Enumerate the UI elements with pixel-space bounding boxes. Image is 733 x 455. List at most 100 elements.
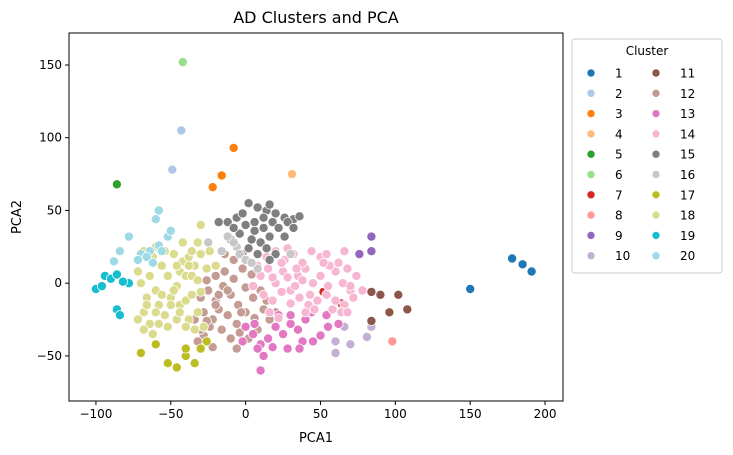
- data-point-cluster-15: [255, 237, 266, 248]
- y-tick-label: 100: [39, 131, 62, 145]
- data-point-cluster-16: [234, 249, 245, 260]
- data-point-cluster-1: [507, 253, 518, 264]
- data-point-cluster-13: [240, 321, 251, 332]
- data-point-cluster-16: [203, 237, 214, 248]
- y-axis-label: PCA2: [10, 200, 25, 234]
- x-tick-label: 0: [242, 407, 250, 421]
- data-point-cluster-12: [216, 324, 227, 335]
- legend-label-cluster-4: 4: [615, 127, 623, 141]
- legend-label-cluster-1: 1: [615, 67, 623, 81]
- data-point-cluster-19: [96, 281, 107, 292]
- data-point-cluster-12: [210, 299, 221, 310]
- legend-marker-cluster-11: [651, 68, 661, 78]
- data-point-cluster-13: [315, 330, 326, 341]
- data-point-cluster-18: [192, 307, 203, 318]
- data-point-cluster-15: [294, 211, 305, 222]
- data-point-cluster-14: [273, 313, 284, 324]
- x-tick-label: 200: [534, 407, 557, 421]
- data-point-cluster-14: [263, 263, 274, 274]
- chart-title: AD Clusters and PCA: [233, 8, 399, 27]
- data-point-cluster-18: [159, 310, 170, 321]
- data-point-cluster-14: [318, 257, 329, 268]
- legend-label-cluster-16: 16: [680, 168, 695, 182]
- y-tick-label: 0: [54, 276, 62, 290]
- data-point-cluster-13: [282, 343, 293, 354]
- data-point-cluster-12: [237, 263, 248, 274]
- data-point-cluster-18: [168, 249, 179, 260]
- data-point-cluster-4: [286, 169, 297, 180]
- data-point-cluster-11: [375, 289, 386, 300]
- data-point-cluster-14: [304, 289, 315, 300]
- data-point-cluster-12: [228, 254, 239, 265]
- data-point-cluster-13: [333, 318, 344, 329]
- data-point-cluster-17: [150, 339, 161, 350]
- data-point-cluster-18: [186, 246, 197, 257]
- data-point-cluster-15: [270, 208, 281, 219]
- legend-marker-cluster-14: [651, 129, 661, 139]
- data-point-cluster-14: [321, 289, 332, 300]
- data-point-cluster-18: [156, 260, 167, 271]
- data-point-cluster-18: [195, 249, 206, 260]
- data-point-cluster-18: [153, 318, 164, 329]
- data-point-cluster-18: [135, 278, 146, 289]
- data-point-cluster-20: [150, 214, 161, 225]
- data-point-cluster-13: [249, 318, 260, 329]
- data-point-cluster-14: [327, 304, 338, 315]
- data-point-cluster-14: [309, 304, 320, 315]
- data-point-cluster-19: [117, 276, 128, 287]
- data-point-cluster-16: [228, 237, 239, 248]
- data-point-cluster-14: [285, 298, 296, 309]
- data-point-cluster-15: [237, 208, 248, 219]
- legend-marker-cluster-13: [651, 109, 661, 118]
- data-point-cluster-15: [243, 198, 254, 209]
- data-point-cluster-18: [189, 324, 200, 335]
- legend-label-cluster-6: 6: [615, 168, 623, 182]
- data-point-cluster-15: [288, 222, 299, 233]
- data-point-cluster-14: [351, 270, 362, 281]
- data-point-cluster-14: [297, 257, 308, 268]
- data-point-cluster-15: [264, 199, 275, 210]
- data-point-cluster-13: [270, 321, 281, 332]
- data-point-cluster-18: [141, 299, 152, 310]
- data-point-cluster-12: [231, 343, 242, 354]
- legend-marker-cluster-1: [586, 68, 596, 78]
- legend-label-cluster-8: 8: [615, 209, 623, 223]
- legend-marker-cluster-8: [586, 210, 596, 220]
- legend-marker-cluster-9: [586, 231, 596, 240]
- data-point-cluster-14: [321, 249, 332, 260]
- data-point-cluster-15: [246, 234, 257, 245]
- data-point-cluster-16: [252, 263, 263, 274]
- data-point-cluster-16: [246, 257, 257, 268]
- data-point-cluster-16: [216, 246, 227, 257]
- data-point-cluster-15: [264, 231, 275, 242]
- data-point-cluster-18: [192, 275, 203, 286]
- data-point-cluster-10: [361, 331, 372, 342]
- data-point-cluster-14: [264, 307, 275, 318]
- data-point-cluster-12: [248, 292, 259, 303]
- data-point-cluster-20: [132, 254, 143, 265]
- data-point-cluster-14: [306, 246, 317, 257]
- data-point-cluster-14: [322, 281, 333, 292]
- data-point-cluster-11: [384, 307, 395, 318]
- data-point-cluster-15: [213, 217, 224, 228]
- legend-label-cluster-10: 10: [615, 249, 630, 263]
- data-point-cluster-18: [177, 237, 188, 248]
- x-tick-label: 50: [313, 407, 328, 421]
- legend-marker-cluster-18: [651, 210, 661, 220]
- data-point-cluster-14: [248, 281, 259, 292]
- plot-frame: [68, 32, 564, 402]
- data-point-cluster-12: [236, 307, 247, 318]
- legend-label-cluster-20: 20: [680, 249, 695, 263]
- data-point-cluster-18: [183, 260, 194, 271]
- data-point-cluster-12: [228, 273, 239, 284]
- data-point-cluster-11: [402, 304, 413, 315]
- data-point-cluster-13: [258, 350, 269, 361]
- data-point-cluster-11: [366, 315, 377, 326]
- data-point-cluster-17: [171, 362, 182, 373]
- data-point-cluster-14: [291, 263, 302, 274]
- data-point-cluster-18: [156, 289, 167, 300]
- data-point-cluster-20: [123, 231, 134, 242]
- data-point-cluster-12: [210, 270, 221, 281]
- data-point-cluster-18: [195, 286, 206, 297]
